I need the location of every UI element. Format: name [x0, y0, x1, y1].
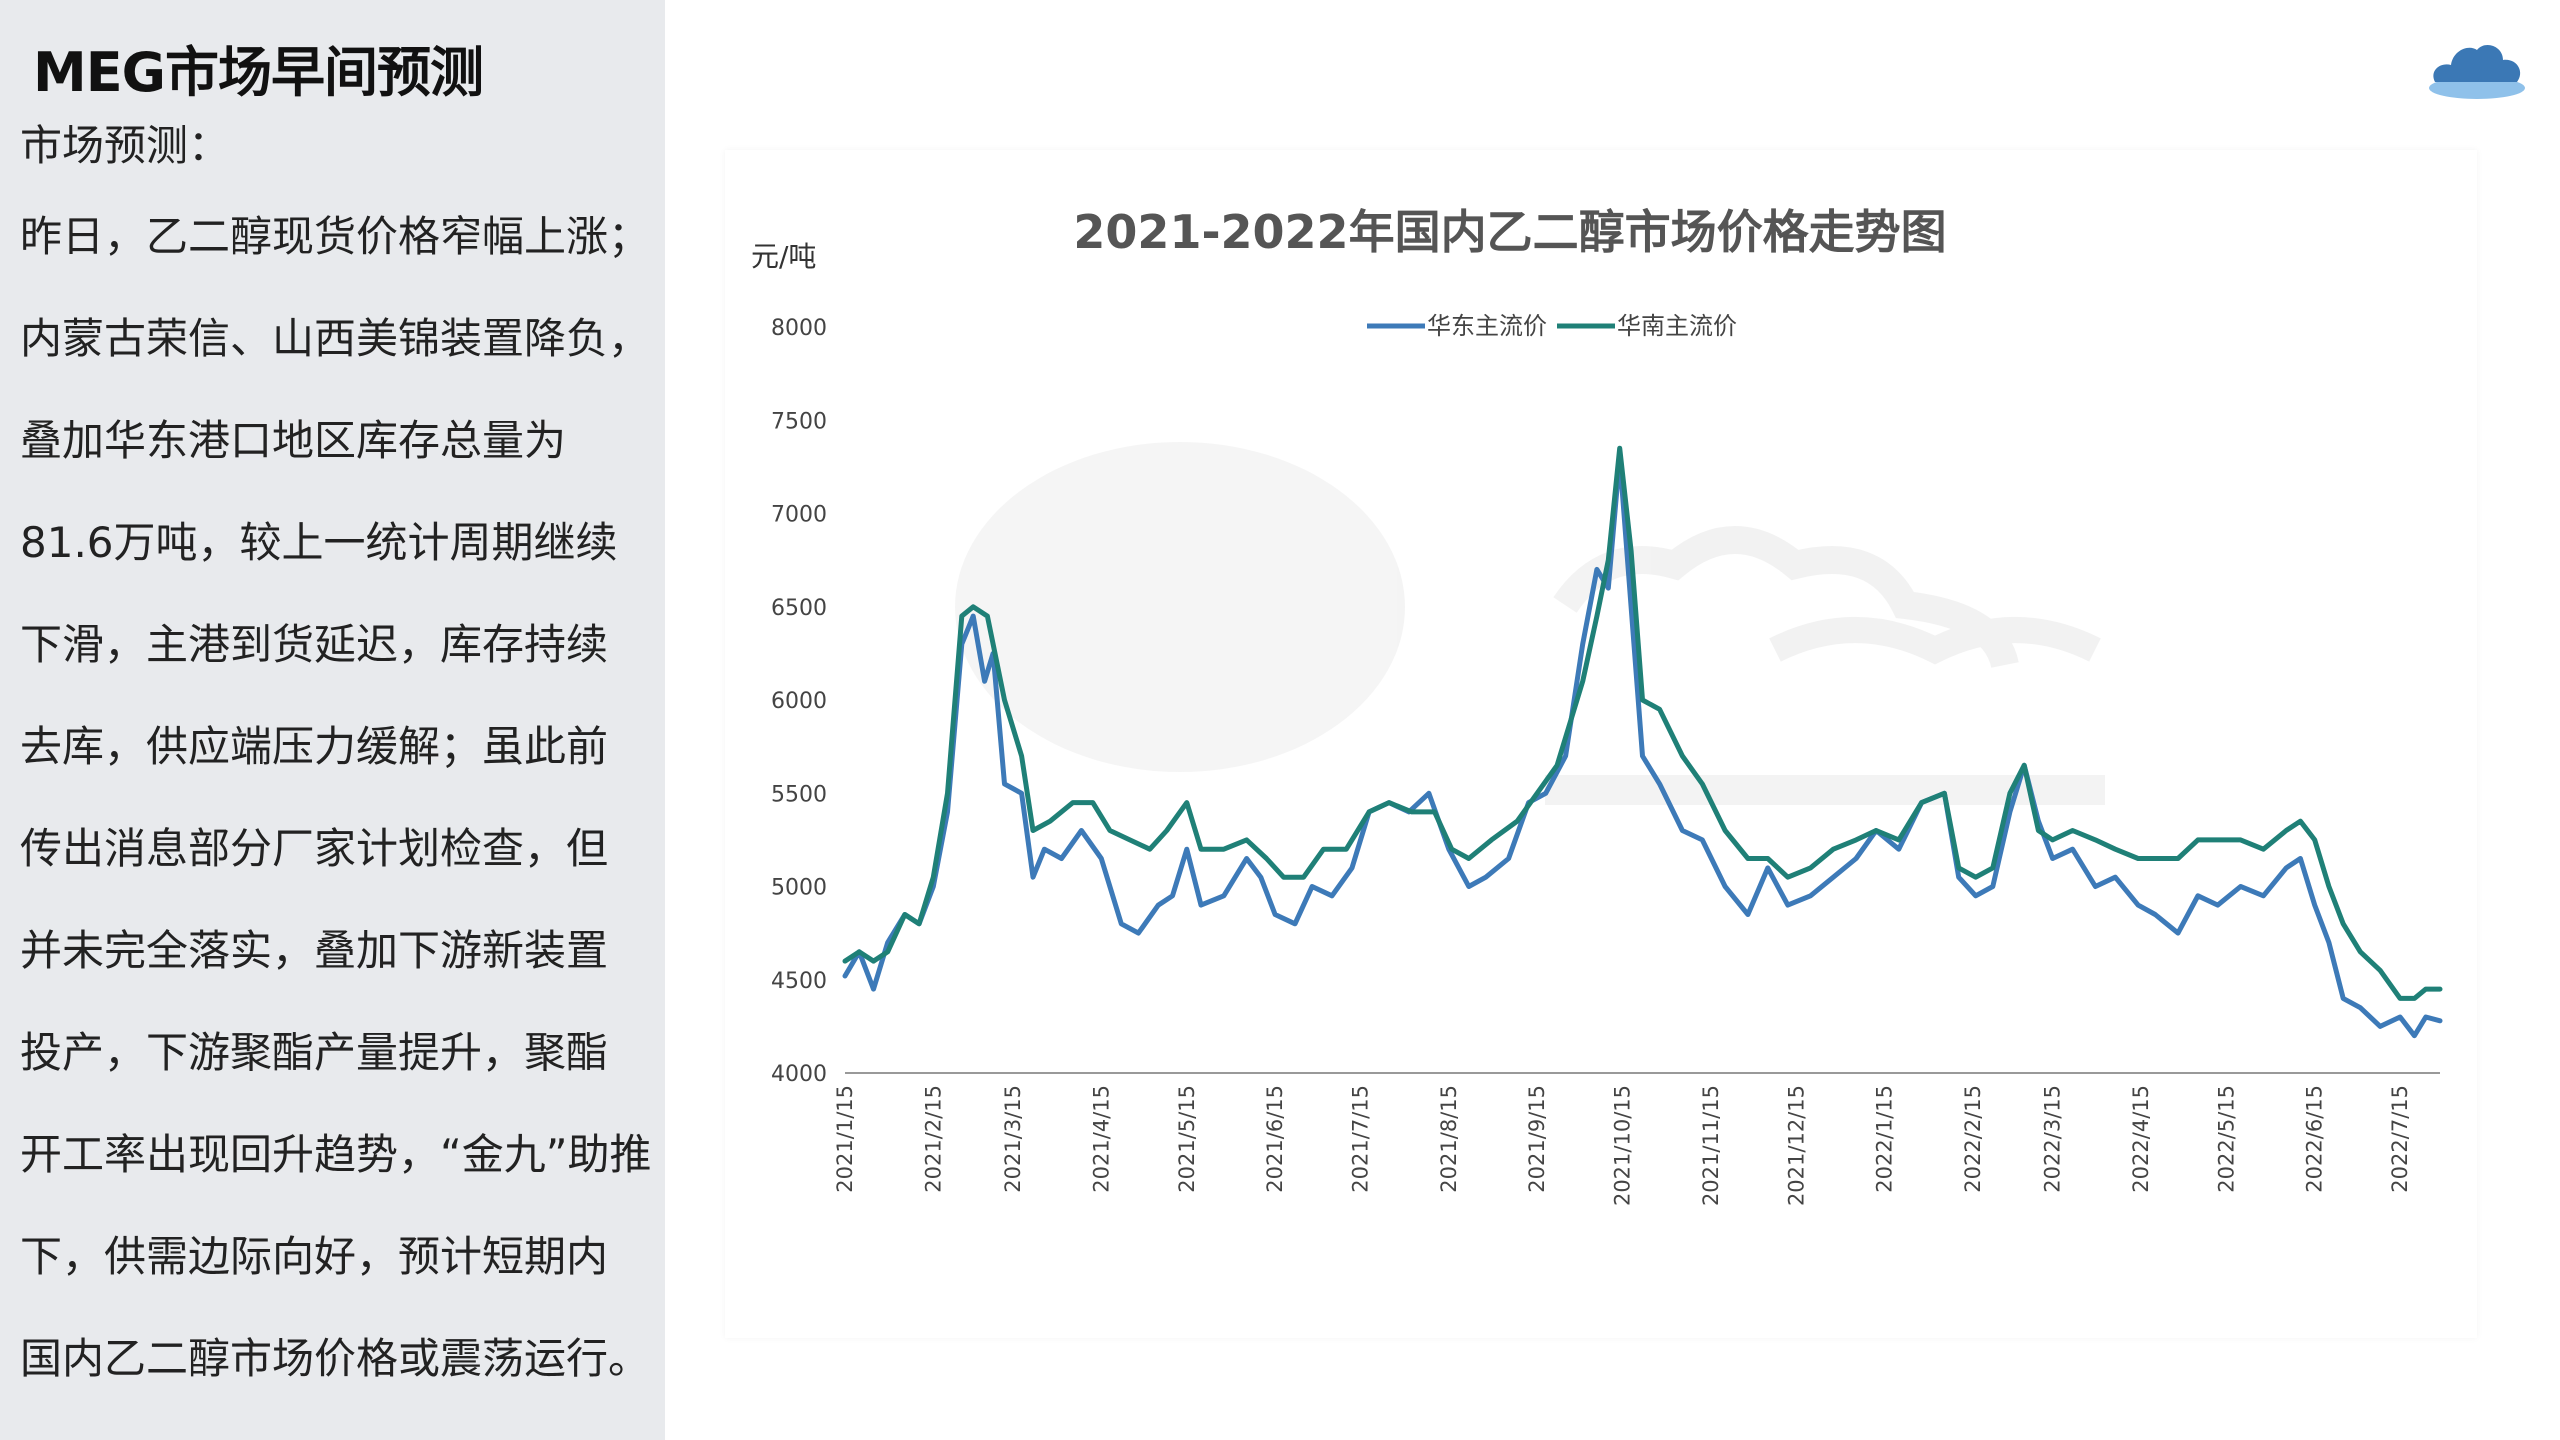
left-panel: MEG市场早间预测 市场预测： 昨日，乙二醇现货价格窄幅上涨； 内蒙古荣信、山西…	[0, 0, 665, 1440]
forecast-body: 昨日，乙二醇现货价格窄幅上涨； 内蒙古荣信、山西美锦装置降负， 叠加华东港口地区…	[20, 205, 660, 1429]
x-tick-label: 2021/4/15	[1089, 1085, 1113, 1193]
forecast-line: 国内乙二醇市场价格或震荡运行。	[20, 1334, 651, 1383]
series-line-south	[842, 445, 2443, 1001]
x-tick-label: 2021/1/15	[833, 1085, 857, 1193]
x-tick-label: 2022/3/15	[2041, 1085, 2065, 1193]
chart-card: 2021-2022年国内乙二醇市场价格走势图 元/吨 华东主流价 华南主流价 4…	[725, 150, 2477, 1338]
forecast-line: 并未完全落实，叠加下游新装置	[20, 926, 609, 975]
x-tick-label: 2021/7/15	[1349, 1085, 1373, 1193]
x-tick-label: 2021/6/15	[1263, 1085, 1287, 1193]
x-tick-label: 2022/5/15	[2214, 1085, 2238, 1193]
y-tick-label: 8000	[771, 316, 827, 341]
y-axis-unit: 元/吨	[751, 240, 816, 273]
forecast-line: 传出消息部分厂家计划检查，但	[20, 824, 609, 873]
x-tick-label: 2021/9/15	[1525, 1085, 1549, 1193]
forecast-line: 叠加华东港口地区库存总量为	[20, 416, 567, 465]
x-tick-label: 2021/12/15	[1784, 1085, 1808, 1206]
x-tick-label: 2021/10/15	[1611, 1085, 1635, 1206]
x-tick-label: 2021/5/15	[1175, 1085, 1199, 1193]
forecast-line: 开工率出现回升趋势，“金九”助推	[20, 1130, 652, 1179]
tdd-watermark	[955, 442, 2105, 805]
x-tick-label: 2021/2/15	[921, 1085, 945, 1193]
x-tick-label: 2022/6/15	[2303, 1085, 2327, 1193]
y-tick-label: 7000	[771, 503, 827, 528]
y-tick-label: 4500	[771, 969, 827, 994]
slide-title: MEG市场早间预测	[33, 41, 484, 104]
forecast-line: 投产，下游聚酯产量提升，聚酯	[20, 1028, 609, 1077]
x-tick-label: 2021/8/15	[1437, 1085, 1461, 1193]
forecast-line: 内蒙古荣信、山西美锦装置降负，	[20, 314, 651, 363]
y-tick-label: 5500	[771, 782, 827, 807]
cloud-logo-icon	[2429, 45, 2525, 99]
legend: 华东主流价 华南主流价	[1367, 312, 1737, 340]
forecast-line: 去库，供应端压力缓解；虽此前	[20, 722, 609, 771]
price-chart: 2021-2022年国内乙二醇市场价格走势图 元/吨 华东主流价 华南主流价 4…	[751, 205, 2443, 1206]
y-tick-label: 6000	[771, 689, 827, 714]
forecast-line: 下，供需边际向好，预计短期内	[20, 1232, 609, 1281]
forecast-line: 昨日，乙二醇现货价格窄幅上涨；	[20, 212, 651, 261]
x-tick-label: 2021/11/15	[1699, 1085, 1723, 1206]
y-tick-label: 6500	[771, 596, 827, 621]
x-tick-label: 2021/3/15	[1001, 1085, 1025, 1193]
x-tick-label: 2022/2/15	[1961, 1085, 1985, 1193]
x-tick-label: 2022/1/15	[1873, 1085, 1897, 1193]
forecast-heading: 市场预测：	[20, 121, 231, 170]
y-tick-label: 4000	[771, 1062, 827, 1087]
x-tick-label: 2022/4/15	[2129, 1085, 2153, 1193]
legend-label-east: 华东主流价	[1427, 312, 1547, 340]
forecast-line: 下滑，主港到货延迟，库存持续	[20, 620, 609, 669]
x-tick-label: 2022/7/15	[2388, 1085, 2412, 1193]
chart-title: 2021-2022年国内乙二醇市场价格走势图	[1073, 205, 1946, 259]
y-tick-label: 5000	[771, 876, 827, 901]
forecast-line: 81.6万吨，较上一统计周期继续	[20, 518, 618, 567]
y-tick-label: 7500	[771, 409, 827, 434]
legend-label-south: 华南主流价	[1617, 312, 1737, 340]
